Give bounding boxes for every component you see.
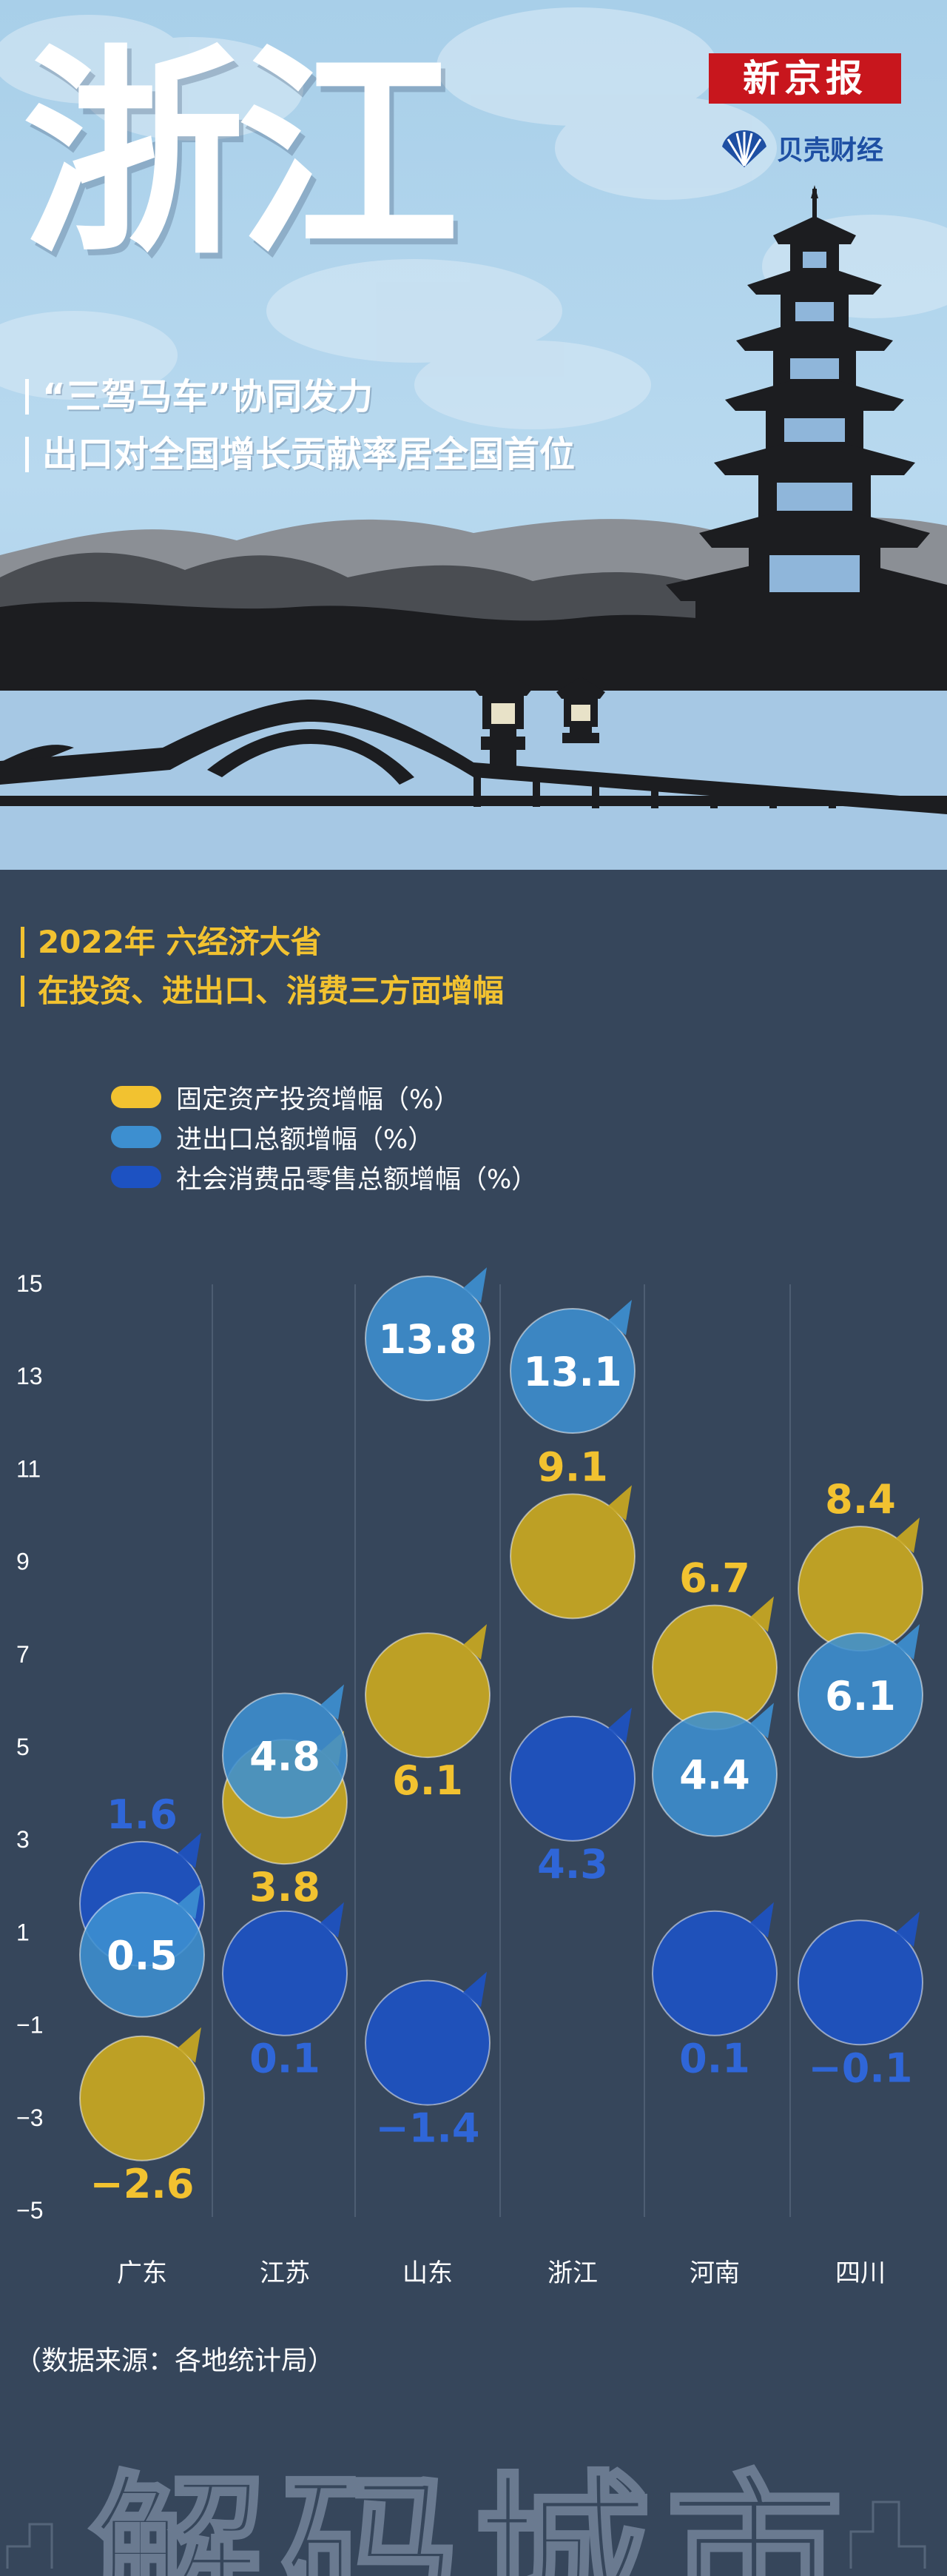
y-tick-label: 13 [16, 1363, 43, 1389]
bubble-trade [798, 1632, 923, 1759]
legend-label-trade: 进出口总额增幅（%） [176, 1124, 434, 1155]
section-heading-1: 2022年 六经济大省 [21, 927, 322, 958]
y-tick-label: 3 [16, 1826, 30, 1853]
y-tick-label: 11 [16, 1455, 41, 1482]
value-label-trade: 13.1 [523, 1349, 621, 1395]
bubble-consumption [365, 1979, 491, 2106]
value-label-investment: 6.7 [679, 1555, 750, 1602]
y-tick-label: −5 [16, 2197, 43, 2224]
value-label-consumption: 0.1 [249, 2036, 320, 2082]
x-category-label: 四川 [835, 2258, 886, 2288]
hero-banner: 浙江 “三驾马车”协同发力 出口对全国增长贡献率居全国首位 新京报 贝壳财经 [0, 0, 947, 870]
y-tick-label: 1 [16, 1919, 30, 1945]
bubble-consumption [510, 1715, 636, 1842]
value-label-trade: 6.1 [825, 1673, 896, 1720]
legend-label-investment: 固定资产投资增幅（%） [176, 1084, 460, 1115]
value-label-investment: 8.4 [825, 1476, 896, 1523]
bubble-consumption [222, 1910, 348, 2036]
legend-item-consumption: 社会消费品零售总额增幅（%） [111, 1162, 537, 1195]
x-category-label: 山东 [402, 2258, 453, 2288]
x-category-label: 江苏 [260, 2258, 310, 2288]
bubble-trade [365, 1275, 491, 1402]
y-tick-label: 15 [16, 1270, 43, 1297]
newspaper-logo: 新京报 [709, 53, 901, 104]
value-label-consumption: 4.3 [537, 1841, 608, 1888]
bubble-tail-trade [896, 1624, 920, 1660]
sub-brand-logo: 贝壳财经 [718, 126, 883, 170]
bubble-tail-investment [178, 2027, 201, 2063]
value-label-investment: 3.8 [249, 1864, 320, 1911]
bubble-tail-consumption [608, 1707, 632, 1743]
bubble-investment [365, 1632, 491, 1759]
value-label-trade: 13.8 [378, 1316, 476, 1363]
bubble-chart: 15 13 11 9 7 5 3 1 −1 −3 −5 广东 江苏 山东 浙江 河南 四川 1.6 0.1 −1.4 4… [16, 1267, 923, 2288]
legend-item-investment: 固定资产投资增幅（%） [111, 1082, 459, 1115]
value-label-investment: −2.6 [90, 2161, 195, 2207]
legend-label-consumption: 社会消费品零售总额增幅（%） [176, 1164, 538, 1195]
shell-icon [722, 130, 766, 167]
bubble-investment [510, 1493, 636, 1620]
bubble-tail-trade [608, 1299, 632, 1335]
legend-swatch-investment [111, 1086, 161, 1108]
legend-swatch-consumption [111, 1166, 161, 1188]
value-label-consumption: −0.1 [809, 2045, 913, 2091]
bubble-tail-trade [463, 1267, 487, 1304]
bubble-tail-consumption [750, 1902, 774, 1938]
sub-brand-name: 贝壳财经 [777, 135, 884, 166]
subtitle-line-1: “三驾马车”协同发力 [25, 379, 373, 415]
value-label-consumption: 1.6 [107, 1791, 178, 1838]
subtitle-line-2: 出口对全国增长贡献率居全国首位 [25, 437, 575, 472]
region-title: 浙江 [22, 26, 459, 284]
bubble-tail-investment [463, 1624, 487, 1660]
bubble-tail-investment [608, 1485, 632, 1521]
legend-swatch-trade [111, 1126, 161, 1148]
value-label-consumption: 0.1 [679, 2036, 750, 2082]
value-label-investment: 9.1 [537, 1443, 608, 1490]
bubble-tail-consumption [896, 1911, 920, 1948]
bubble-investment [79, 2035, 205, 2161]
bubble-consumption [652, 1910, 778, 2036]
y-tick-label: 9 [16, 1549, 30, 1575]
bubble-tail-trade [320, 1684, 344, 1720]
value-label-trade: 4.4 [679, 1752, 750, 1799]
bubble-investment [652, 1604, 778, 1731]
bubble-tail-investment [750, 1596, 774, 1632]
bubble-investment [798, 1526, 923, 1652]
x-category-label: 广东 [117, 2258, 167, 2288]
bubble-consumption [798, 1919, 923, 2046]
x-category-label: 河南 [690, 2258, 740, 2288]
footer-watermark: 解码城市 [6, 2454, 926, 2576]
bubble-trade [510, 1307, 636, 1434]
legend-item-trade: 进出口总额增幅（%） [111, 1122, 434, 1155]
value-label-trade: 4.8 [249, 1734, 320, 1780]
watermark-text: 解码城市 [89, 2455, 858, 2576]
y-tick-label: 7 [16, 1641, 30, 1668]
value-label-trade: 0.5 [107, 1933, 178, 1979]
bubble-tail-consumption [320, 1902, 344, 1938]
bubble-tail-investment [896, 1517, 920, 1554]
bubble-tail-trade [178, 1883, 201, 1919]
section-heading-2: 在投资、进出口、消费三方面增幅 [21, 976, 504, 1007]
scenery-illustration [0, 7, 947, 870]
bubble-trade [79, 1891, 205, 2018]
y-tick-label: −3 [16, 2104, 43, 2131]
bubble-tail-consumption [178, 1832, 201, 1868]
bubble-trade [652, 1711, 778, 1837]
bubble-tail-trade [750, 1703, 774, 1739]
y-tick-label: −1 [16, 2012, 43, 2039]
value-label-consumption: −1.4 [376, 2105, 480, 2152]
bubble-tail-consumption [463, 1971, 487, 2008]
data-source-note: （数据来源：各地统计局） [15, 2346, 335, 2376]
bubble-trade [222, 1692, 348, 1819]
y-tick-label: 5 [16, 1734, 30, 1760]
x-category-label: 浙江 [547, 2258, 598, 2288]
value-label-investment: 6.1 [392, 1757, 463, 1804]
